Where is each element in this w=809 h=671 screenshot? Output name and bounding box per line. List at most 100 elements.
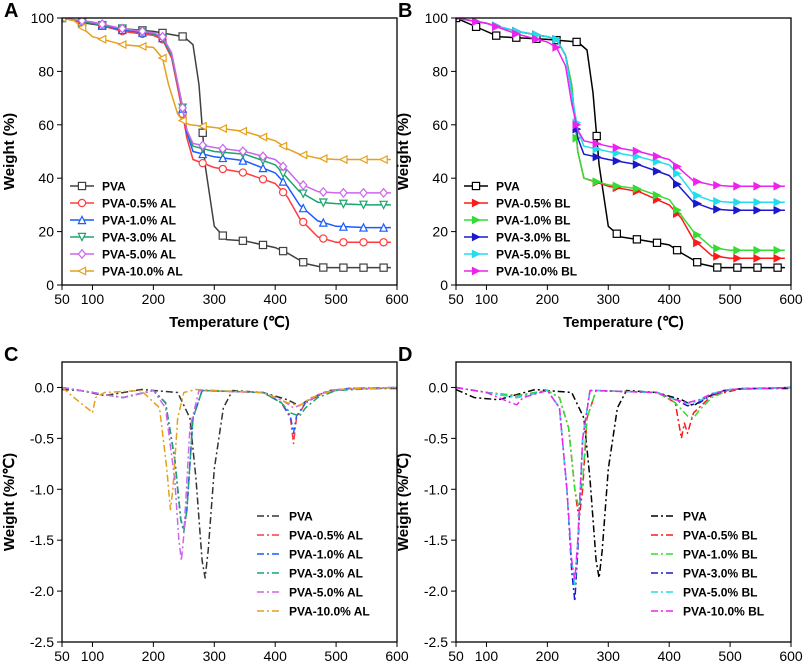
series-marker-a-4-182 xyxy=(138,26,147,37)
series-marker-b-4-479 xyxy=(713,196,723,206)
series-marker-b-2-545 xyxy=(753,245,763,255)
series-marker-b-5-248 xyxy=(572,120,582,130)
x-tick-label-a-100: 100 xyxy=(81,291,105,307)
series-group-c xyxy=(62,386,397,579)
series-marker-b-2-314 xyxy=(612,181,622,191)
series-marker-b-0-512 xyxy=(733,263,742,272)
panel-c: C 50 100 200 300 400 500 600 0.0 -0.5 -1.0 -1.5 -2.0… xyxy=(1,344,409,664)
series-marker-a-4-446 xyxy=(298,180,308,191)
x-tick-label-d-400: 400 xyxy=(658,648,682,664)
legend-marker-a-1 xyxy=(77,198,87,208)
y-tick-label-b-4: 80 xyxy=(432,63,448,79)
plot-frame-d xyxy=(455,361,792,643)
series-marker-a-0-281 xyxy=(198,128,207,138)
series-marker-a-3-512 xyxy=(338,199,348,209)
series-marker-b-0-248 xyxy=(572,37,581,47)
x-tick-label-c-200: 200 xyxy=(142,648,166,664)
series-marker-a-4-479 xyxy=(318,186,328,198)
x-tick-label-d-200: 200 xyxy=(536,648,560,664)
series-line-c-3 xyxy=(62,386,397,533)
x-tick-label-c-100: 100 xyxy=(81,648,105,664)
legend-marker-b-2 xyxy=(471,215,481,225)
legend-label-c-3: PVA-3.0% AL xyxy=(289,567,363,581)
legend-a: PVA PVA-0.5% AL PVA-1.0% AL PVA-3.0% AL PVA-… xyxy=(70,180,183,279)
series-marker-b-2-347 xyxy=(632,184,642,194)
y-tick-label-c-4: -2.0 xyxy=(30,583,54,599)
series-marker-b-0-446 xyxy=(692,258,702,267)
series-line-c-5 xyxy=(62,386,397,511)
y-tick-label-d-3: -1.5 xyxy=(424,532,448,548)
legend-label-d-3: PVA-3.0% BL xyxy=(683,567,757,581)
series-marker-b-5-314 xyxy=(612,143,622,153)
series-marker-b-2-413 xyxy=(673,205,682,215)
series-marker-b-4-347 xyxy=(632,152,642,161)
series-marker-b-5-380 xyxy=(652,151,662,161)
series-marker-a-4-281 xyxy=(198,140,208,151)
series-line-d-1 xyxy=(456,386,791,521)
series-marker-a-4-83 xyxy=(77,18,87,26)
series-marker-a-2-545 xyxy=(358,222,369,232)
series-marker-a-5-248 xyxy=(177,115,187,126)
x-tick-label-d-500: 500 xyxy=(718,648,742,664)
legend-label-a-3: PVA-3.0% AL xyxy=(102,231,176,245)
series-marker-b-3-545 xyxy=(753,205,763,215)
series-line-a-5 xyxy=(62,18,391,161)
series-marker-b-3-380 xyxy=(652,166,662,176)
series-marker-a-5-512 xyxy=(338,154,348,165)
series-marker-a-5-215 xyxy=(157,53,167,63)
series-marker-b-0-578 xyxy=(773,263,782,272)
series-marker-b-5-446 xyxy=(693,177,702,187)
series-marker-a-1-314 xyxy=(218,164,227,174)
y-tick-label-b-5: 100 xyxy=(425,10,449,26)
series-marker-b-4-446 xyxy=(693,191,702,200)
series-marker-a-4-578 xyxy=(379,187,388,199)
series-marker-a-4-413 xyxy=(278,161,288,172)
plot-frame-c xyxy=(61,361,398,643)
series-marker-a-3-446 xyxy=(298,189,308,199)
legend-label-b-4: PVA-5.0% BL xyxy=(496,248,570,262)
legend-marker-a-3 xyxy=(77,232,87,242)
series-marker-a-5-347 xyxy=(237,126,248,136)
series-line-b-4 xyxy=(456,18,785,203)
series-marker-b-5-116 xyxy=(492,22,501,32)
legend-label-b-0: PVA xyxy=(496,180,520,194)
series-marker-a-5-479 xyxy=(318,154,328,164)
series-marker-b-0-50 xyxy=(456,18,461,23)
series-marker-b-2-380 xyxy=(652,190,662,200)
legend-marker-b-1 xyxy=(471,198,481,208)
series-marker-a-4-512 xyxy=(339,187,348,199)
series-marker-a-4-545 xyxy=(359,187,368,199)
x-tick-label-a-400: 400 xyxy=(264,291,288,307)
plot-frame-a xyxy=(61,17,398,286)
series-marker-a-2-314 xyxy=(218,153,228,163)
series-marker-a-5-578 xyxy=(378,154,388,165)
legend-label-a-2: PVA-1.0% AL xyxy=(102,214,176,228)
panel-a: A 50 100 200 300 400 500 600 0 20 40 60 80 100 Tempera… xyxy=(1,0,409,331)
series-group-d xyxy=(456,386,791,603)
legend-label-c-2: PVA-1.0% AL xyxy=(289,548,363,562)
series-marker-b-3-347 xyxy=(632,160,642,169)
legend-marker-b-4 xyxy=(471,249,481,259)
series-marker-a-2-578 xyxy=(379,222,389,232)
y-tick-label-c-3: -1.5 xyxy=(30,532,54,548)
y-tick-label-d-2: -1.0 xyxy=(424,481,448,497)
series-marker-b-2-281 xyxy=(592,177,602,187)
series-marker-b-5-479 xyxy=(713,180,723,190)
y-tick-label-d-1: -0.5 xyxy=(424,430,448,446)
x-axis-title-a: Temperature (℃) xyxy=(169,314,290,331)
panel-label-a: A xyxy=(4,0,18,22)
x-tick-label-b-300: 300 xyxy=(597,291,621,307)
legend-label-a-5: PVA-10.0% AL xyxy=(102,265,183,279)
series-marker-a-3-479 xyxy=(318,198,328,208)
y-tick-label-a-0: 0 xyxy=(46,277,54,293)
series-marker-b-3-446 xyxy=(693,199,702,208)
series-marker-a-5-446 xyxy=(298,150,308,160)
series-group-b xyxy=(456,18,785,272)
series-marker-a-0-512 xyxy=(339,263,348,272)
panel-label-b: B xyxy=(398,0,412,22)
series-marker-a-1-479 xyxy=(319,234,328,243)
series-marker-b-5-347 xyxy=(632,146,642,156)
legend-label-b-1: PVA-0.5% BL xyxy=(496,197,570,211)
legend-b: PVA PVA-0.5% BL PVA-1.0% BL PVA-3.0% BL PVA-… xyxy=(464,180,577,279)
